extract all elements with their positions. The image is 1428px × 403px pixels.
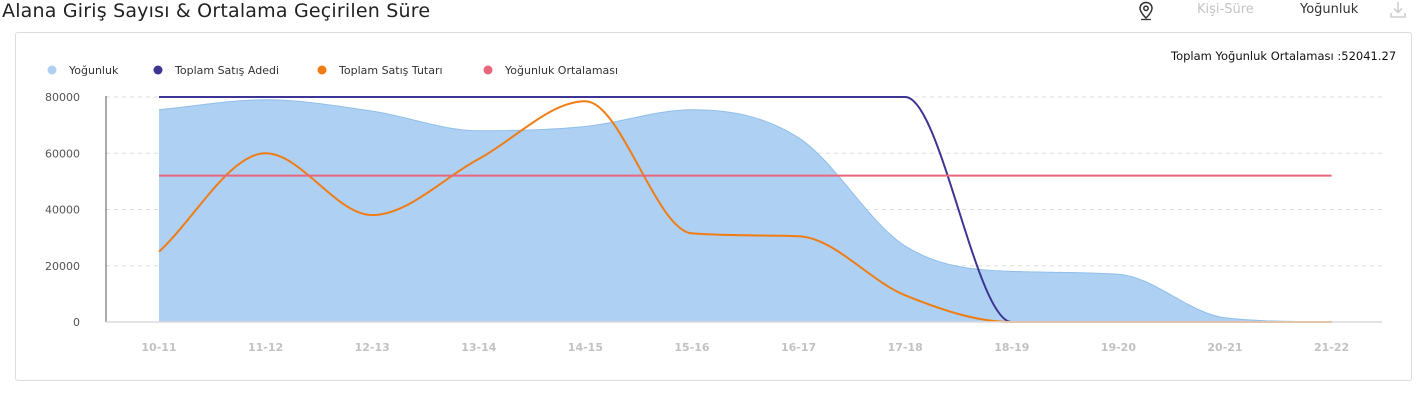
x-tick-label: 12-13 <box>355 341 390 354</box>
page-title: Alana Giriş Sayısı & Ortalama Geçirilen … <box>2 0 431 22</box>
chart-panel <box>15 32 1412 381</box>
y-axis-ticks: 0 20000 40000 60000 80000 <box>45 91 80 329</box>
legend-label: Yoğunluk Ortalaması <box>504 64 618 77</box>
legend-label: Toplam Satış Adedi <box>174 64 279 77</box>
x-tick-label: 16-17 <box>781 341 816 354</box>
x-tick-label: 20-21 <box>1207 341 1242 354</box>
x-tick-label: 19-20 <box>1101 341 1137 354</box>
x-tick-label: 14-15 <box>568 341 603 354</box>
tab-yogunluk[interactable]: Yoğunluk <box>1300 2 1359 17</box>
legend-marker <box>153 65 163 75</box>
x-tick-label: 11-12 <box>248 341 283 354</box>
x-tick-label: 15-16 <box>674 341 710 354</box>
y-tick-label: 60000 <box>45 147 80 160</box>
y-tick-label: 80000 <box>45 91 80 104</box>
y-tick-label: 40000 <box>45 204 80 217</box>
tab-kisi-sure[interactable]: Kişi-Süre <box>1197 2 1254 17</box>
x-tick-label: 17-18 <box>888 341 923 354</box>
y-tick-label: 20000 <box>45 260 80 273</box>
location-pin-icon[interactable] <box>1137 1 1155 21</box>
axes <box>105 96 1382 323</box>
download-icon[interactable] <box>1388 0 1408 20</box>
y-tick-label: 0 <box>73 316 80 329</box>
legend: Yoğunluk Toplam Satış Adedi Toplam Satış T… <box>47 64 618 77</box>
legend-marker <box>317 65 327 75</box>
x-tick-label: 10-11 <box>141 341 176 354</box>
x-tick-label: 21-22 <box>1314 341 1349 354</box>
legend-marker <box>483 65 493 75</box>
legend-label: Toplam Satış Tutarı <box>338 64 443 77</box>
series-area-yogunluk <box>159 99 1332 322</box>
average-summary: Toplam Yoğunluk Ortalaması :52041.27 <box>1171 49 1397 63</box>
legend-label: Yoğunluk <box>68 64 119 77</box>
x-axis-ticks: 10-11 11-12 12-13 13-14 14-15 15-16 16-17 17-18… <box>141 341 1349 354</box>
series-area-outline <box>158 99 1332 323</box>
x-tick-label: 13-14 <box>461 341 497 354</box>
legend-marker <box>47 65 57 75</box>
x-tick-label: 18-19 <box>994 341 1029 354</box>
